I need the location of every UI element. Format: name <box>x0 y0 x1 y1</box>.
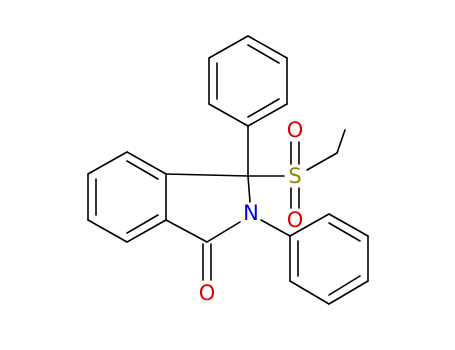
atom-label: O <box>287 118 304 142</box>
atom-label: O <box>287 208 304 232</box>
atom-label: O <box>199 281 216 305</box>
atom-label: N <box>243 201 259 225</box>
bonds <box>87 35 369 305</box>
atom-label: S <box>288 164 301 188</box>
